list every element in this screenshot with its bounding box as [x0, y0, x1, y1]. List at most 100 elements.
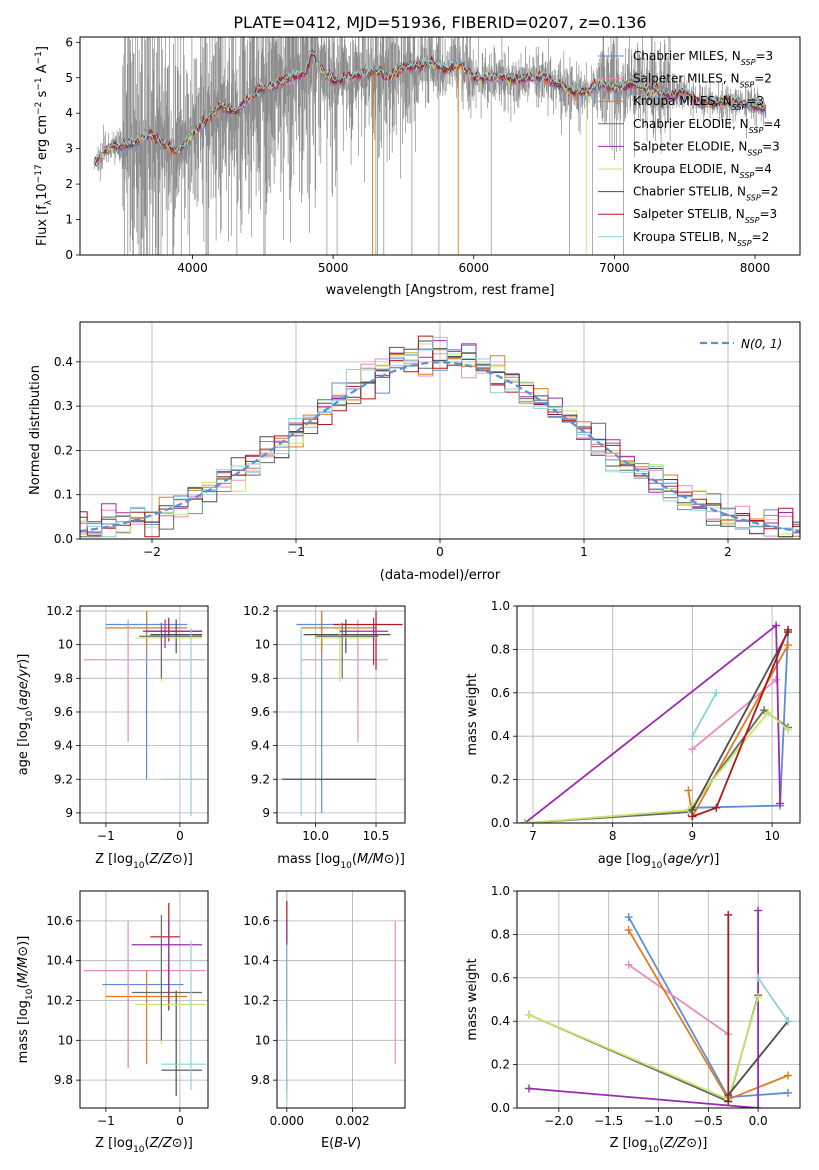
legend-label: N(0, 1) — [741, 337, 782, 351]
errorbar-point — [161, 627, 206, 817]
x-axis-label: Z [log10(Z/Z⊙)] — [610, 1136, 708, 1155]
plot-area-mass-age — [277, 606, 405, 823]
y-axis-label: mass weight — [465, 673, 480, 755]
weight-marker — [776, 799, 785, 808]
errorbar-point — [150, 902, 180, 1011]
weight-line — [628, 964, 729, 1035]
hist-step-chabrier-miles — [80, 344, 800, 533]
legend-item: Kroupa MILES, NSSP=3 — [598, 94, 764, 112]
y-tick-label: 9.6 — [54, 705, 73, 719]
x-axis-label: Z [log10(Z/Z⊙)] — [95, 852, 193, 871]
y-tick-label: 10.2 — [243, 993, 270, 1007]
x-tick-label: 0 — [176, 1114, 184, 1128]
errorbar-point — [339, 617, 389, 665]
weight-marker — [754, 906, 763, 915]
weight-marker — [784, 641, 793, 650]
x-tick-label: 10.5 — [363, 829, 390, 843]
hist-step-chabrier-stelib — [80, 340, 800, 538]
x-axis-label: age [log10(age/yr)] — [598, 852, 720, 871]
y-tick-label: 9.8 — [54, 1073, 73, 1087]
plot-area-z-mass — [80, 891, 208, 1108]
y-tick-label: 9 — [65, 806, 73, 820]
x-tick-label: 1 — [580, 545, 588, 559]
y-tick-label: 3 — [65, 142, 73, 156]
legend-label: Kroupa MILES, NSSP=3 — [633, 94, 764, 112]
plot-area-age-weight — [517, 606, 800, 823]
weight-marker — [688, 812, 697, 821]
axes-spectrum: 4000 5000 6000 7000 8000 0 1 2 3 4 5 6 Chabrier MILE… — [34, 35, 801, 298]
weight-marker — [520, 819, 529, 823]
legend-item: Salpeter STELIB, NSSP=3 — [598, 207, 777, 225]
weight-line — [528, 997, 759, 1101]
y-tick-label: 9.8 — [251, 1073, 270, 1087]
axes-age-weight: 7 8 9 10 0.0 0.2 0.4 0.6 0.8 1.0 age [log10(age/yr… — [465, 599, 801, 871]
y-tick-label: 0.4 — [54, 355, 73, 369]
axes-frame — [79, 890, 209, 1109]
legend-item: Salpeter ELODIE, NSSP=3 — [598, 139, 780, 157]
legend-label: Salpeter STELIB, NSSP=3 — [633, 207, 777, 225]
weight-marker — [754, 1104, 763, 1108]
weight-marker — [784, 1071, 793, 1080]
errorbar-point — [161, 940, 206, 1091]
weight-marker — [684, 786, 693, 795]
x-tick-label: 6000 — [458, 261, 489, 275]
y-tick-label: 0.4 — [491, 729, 510, 743]
y-tick-label: 0.8 — [491, 927, 510, 941]
legend-item: Kroupa STELIB, NSSP=2 — [598, 230, 769, 248]
legend-label: Chabrier STELIB, NSSP=2 — [633, 185, 778, 203]
errorbar-point — [105, 970, 188, 1065]
errorbar-point — [161, 990, 203, 1097]
errorbar-point — [139, 622, 203, 679]
errorbar-point — [83, 920, 206, 1069]
hist-step-kroupa-stelib — [80, 336, 800, 538]
y-tick-label: 0.8 — [491, 642, 510, 656]
errorbar-point — [315, 622, 379, 679]
legend-item: Salpeter MILES, NSSP=2 — [598, 72, 772, 89]
y-axis-label: Normed distribution — [28, 365, 43, 495]
x-tick-label: 2 — [724, 545, 732, 559]
x-tick-label: 0 — [176, 829, 184, 843]
weight-line — [528, 910, 759, 1108]
x-axis-label: E(B-V) — [321, 1136, 361, 1151]
y-tick-label: 10 — [58, 638, 73, 652]
legend-item: Chabrier ELODIE, NSSP=4 — [598, 117, 781, 135]
plot-area-z-weight — [517, 891, 800, 1108]
axes-frame — [276, 605, 406, 824]
weight-line — [757, 977, 789, 1022]
legend-item: Chabrier MILES, NSSP=3 — [598, 49, 773, 67]
y-tick-label: 10.2 — [46, 604, 73, 618]
x-tick-label: −1.5 — [594, 1114, 623, 1128]
weight-marker — [712, 803, 721, 812]
y-tick-label: 10 — [255, 1033, 270, 1047]
y-tick-label: 9.4 — [251, 739, 270, 753]
legend-item: Chabrier STELIB, NSSP=2 — [598, 185, 778, 203]
legend-label: Chabrier ELODIE, NSSP=4 — [633, 117, 781, 135]
x-tick-label: 0.002 — [335, 1114, 369, 1128]
axes-mass-age: 10.0 10.5 9 9.2 9.4 9.6 9.8 10 10.2 mass [log10(M… — [243, 604, 406, 871]
y-tick-label: 10.4 — [46, 954, 73, 968]
legend-label: Kroupa STELIB, NSSP=2 — [633, 230, 769, 248]
axes-residuals: −2 −1 0 1 2 0.0 0.1 0.2 0.3 0.4 N(0, 1) (data-model… — [28, 321, 801, 583]
plot-area-z-age — [80, 606, 208, 823]
y-tick-label: 10.6 — [243, 914, 270, 928]
legend-label: Kroupa ELODIE, NSSP=4 — [633, 162, 772, 180]
x-tick-label: −1.0 — [644, 1114, 673, 1128]
x-tick-label: −2 — [143, 545, 161, 559]
y-tick-label: 0.2 — [491, 773, 510, 787]
axes-frame — [79, 605, 209, 824]
axes-frame — [516, 605, 801, 824]
y-tick-label: 1.0 — [491, 884, 510, 898]
errorbar-point — [333, 611, 403, 670]
weight-marker — [764, 708, 773, 717]
errorbar-point — [83, 619, 206, 743]
y-axis-label: age [log10(age/yr)] — [16, 654, 35, 776]
y-tick-label: 4 — [65, 106, 73, 120]
x-axis-label: wavelength [Angstrom, rest frame] — [326, 283, 555, 298]
y-tick-label: 10 — [58, 1033, 73, 1047]
legend-item: Kroupa ELODIE, NSSP=4 — [598, 162, 772, 180]
y-tick-label: 0.0 — [491, 1101, 510, 1115]
x-tick-label: −1 — [97, 829, 115, 843]
y-tick-label: 10.6 — [46, 914, 73, 928]
weight-marker — [754, 973, 763, 982]
